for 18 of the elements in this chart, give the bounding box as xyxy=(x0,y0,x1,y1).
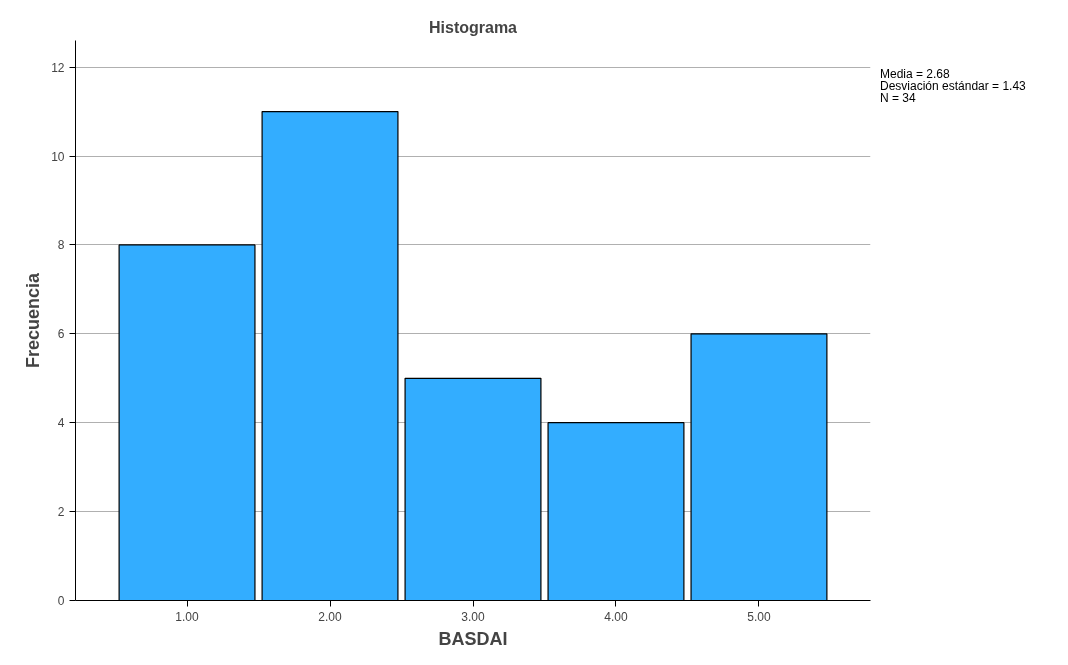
x-tick-label: 4.00 xyxy=(604,609,628,624)
x-tick-label: 1.00 xyxy=(175,609,200,624)
y-tick-label: 2 xyxy=(57,505,65,520)
y-tick-label: 8 xyxy=(57,238,65,253)
x-tick-label: 2.00 xyxy=(318,609,343,624)
text: Desviación estándar = 1.43 xyxy=(880,79,1026,93)
y-tick-label: 6 xyxy=(57,327,65,342)
y-tick-label: 4 xyxy=(57,416,65,431)
text: Media = 2.68 xyxy=(880,67,950,81)
chart-title: Histograma xyxy=(428,18,518,36)
y-axis-title: Frecuencia xyxy=(23,271,44,369)
y-tick-label: 12 xyxy=(51,60,65,75)
y-tick-label: 10 xyxy=(51,149,65,164)
x-tick-label: 3.00 xyxy=(461,609,485,624)
x-axis-title: BASDAI xyxy=(438,628,508,649)
y-tick-label: 0 xyxy=(57,594,65,608)
text: N = 34 xyxy=(880,91,916,105)
x-tick-label: 5.00 xyxy=(747,609,771,624)
